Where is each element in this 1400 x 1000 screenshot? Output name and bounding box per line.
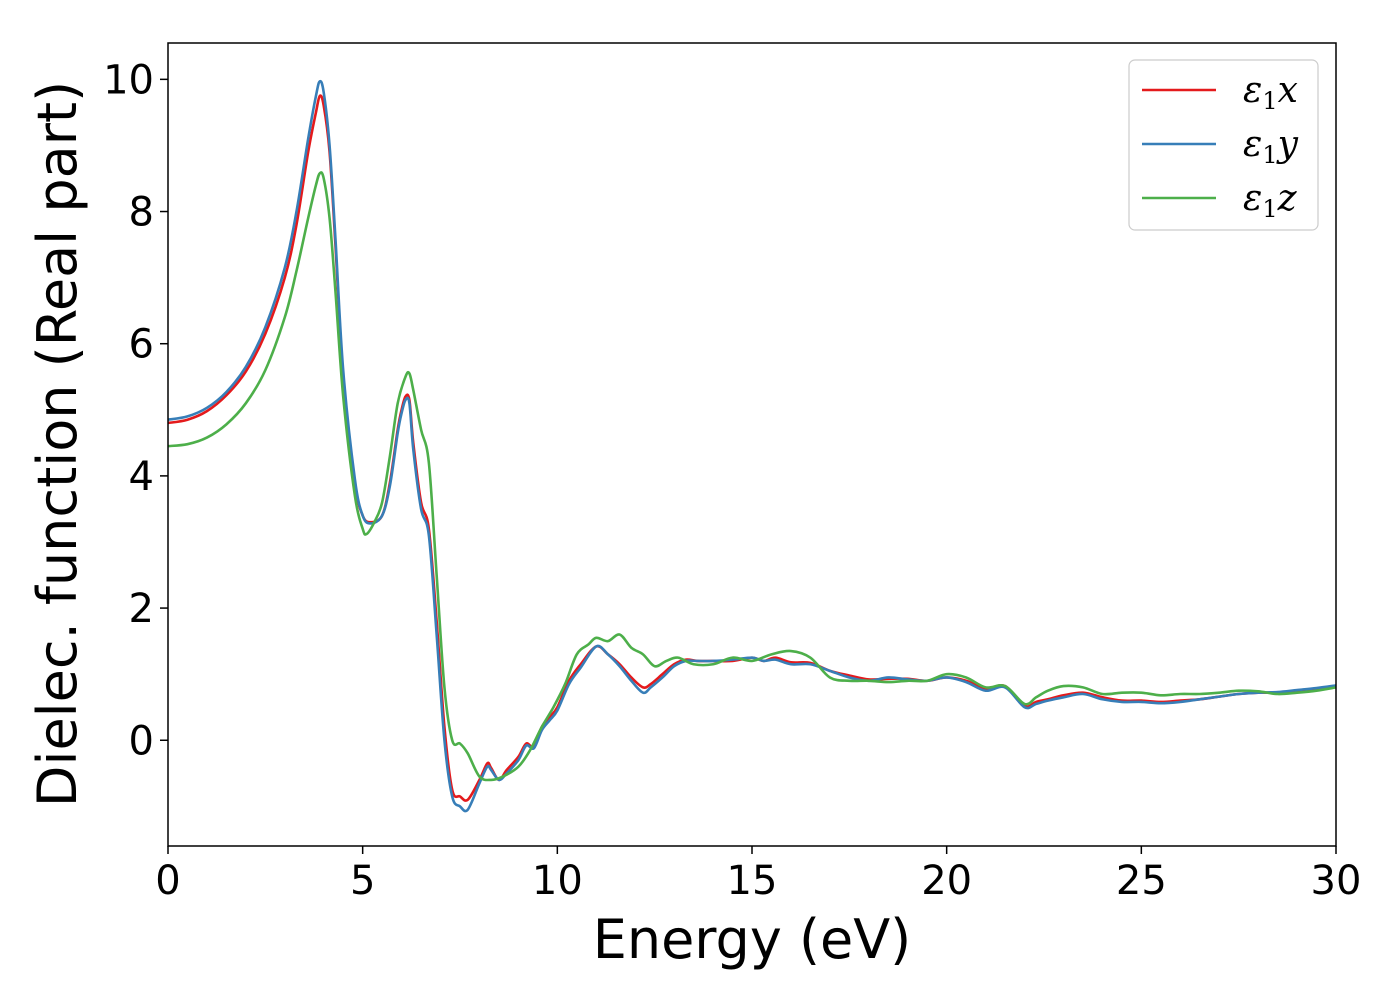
y-tick-label: 8 xyxy=(129,190,154,236)
legend-label-y: ε1y xyxy=(1243,124,1299,169)
x-tick-label: 20 xyxy=(921,858,972,904)
series-line-z xyxy=(167,171,1337,782)
x-tick-label: 0 xyxy=(155,858,180,904)
y-tick-label: 0 xyxy=(129,718,154,764)
y-axis-ticks: 0 2 4 6 8 10 xyxy=(103,57,168,764)
series-line-y xyxy=(167,79,1337,813)
y-tick-label: 4 xyxy=(129,454,154,500)
x-tick-label: 15 xyxy=(727,858,778,904)
legend-box xyxy=(1128,59,1319,231)
x-tick-label: 25 xyxy=(1116,858,1167,904)
x-tick-label: 30 xyxy=(1311,858,1362,904)
y-axis-label: Dielec. function (Real part) xyxy=(26,81,89,807)
legend-label-x: ε1x xyxy=(1243,70,1298,115)
legend: ε1x ε1y ε1z xyxy=(1128,59,1319,231)
x-axis-ticks: 0 5 10 15 20 25 30 xyxy=(155,846,1361,904)
y-tick-label: 2 xyxy=(129,586,154,632)
y-tick-label: 6 xyxy=(129,322,154,368)
x-tick-label: 10 xyxy=(532,858,583,904)
x-axis-label: Energy (eV) xyxy=(593,908,912,971)
legend-label-z: ε1z xyxy=(1243,178,1298,223)
series-layer xyxy=(167,79,1337,813)
x-tick-label: 5 xyxy=(350,858,375,904)
y-tick-label: 10 xyxy=(103,57,154,103)
